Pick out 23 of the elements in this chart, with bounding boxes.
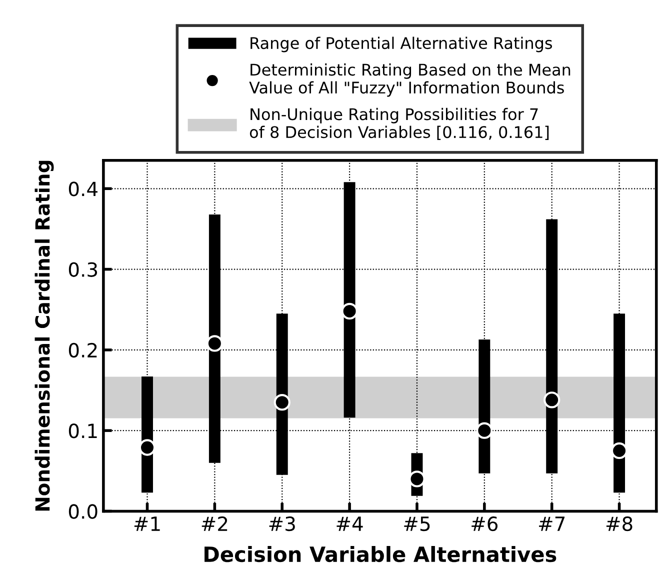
x-tick-label: #7 — [539, 516, 565, 531]
y-tick-label: 0.4 — [68, 182, 98, 196]
x-tick-label: #2 — [202, 516, 228, 531]
y-axis-title: Nondimensional Cardinal Rating — [34, 160, 54, 511]
legend-label: Range of Potential Alternative Ratings — [250, 36, 552, 52]
point — [408, 470, 426, 488]
x-tick-label: #4 — [336, 516, 363, 531]
x-tick-label: #1 — [134, 516, 160, 531]
point — [544, 392, 560, 408]
point — [341, 302, 358, 320]
x-tick-label: #6 — [472, 516, 498, 532]
point — [476, 422, 493, 439]
legend-label: Deterministic Rating Based on the Mean Value of All "Fuzzy" Information Bounds — [249, 63, 570, 97]
y-tick-label: 0.3 — [68, 262, 98, 277]
x-tick-label: #5 — [404, 516, 430, 532]
point — [274, 394, 290, 411]
x-tick-label: #8 — [606, 516, 632, 532]
x-tick-label: #3 — [269, 516, 295, 532]
y-tick-label: 0.2 — [68, 342, 97, 358]
y-tick-label: 0.0 — [68, 504, 98, 519]
y-tick-label: 0.1 — [68, 424, 97, 438]
legend-label: Non-Unique Rating Possibilities for 7 of 8 Decision Variables [0.116, 0.161] — [250, 108, 549, 140]
x-axis-title: Decision Variable Alternatives — [204, 546, 556, 562]
